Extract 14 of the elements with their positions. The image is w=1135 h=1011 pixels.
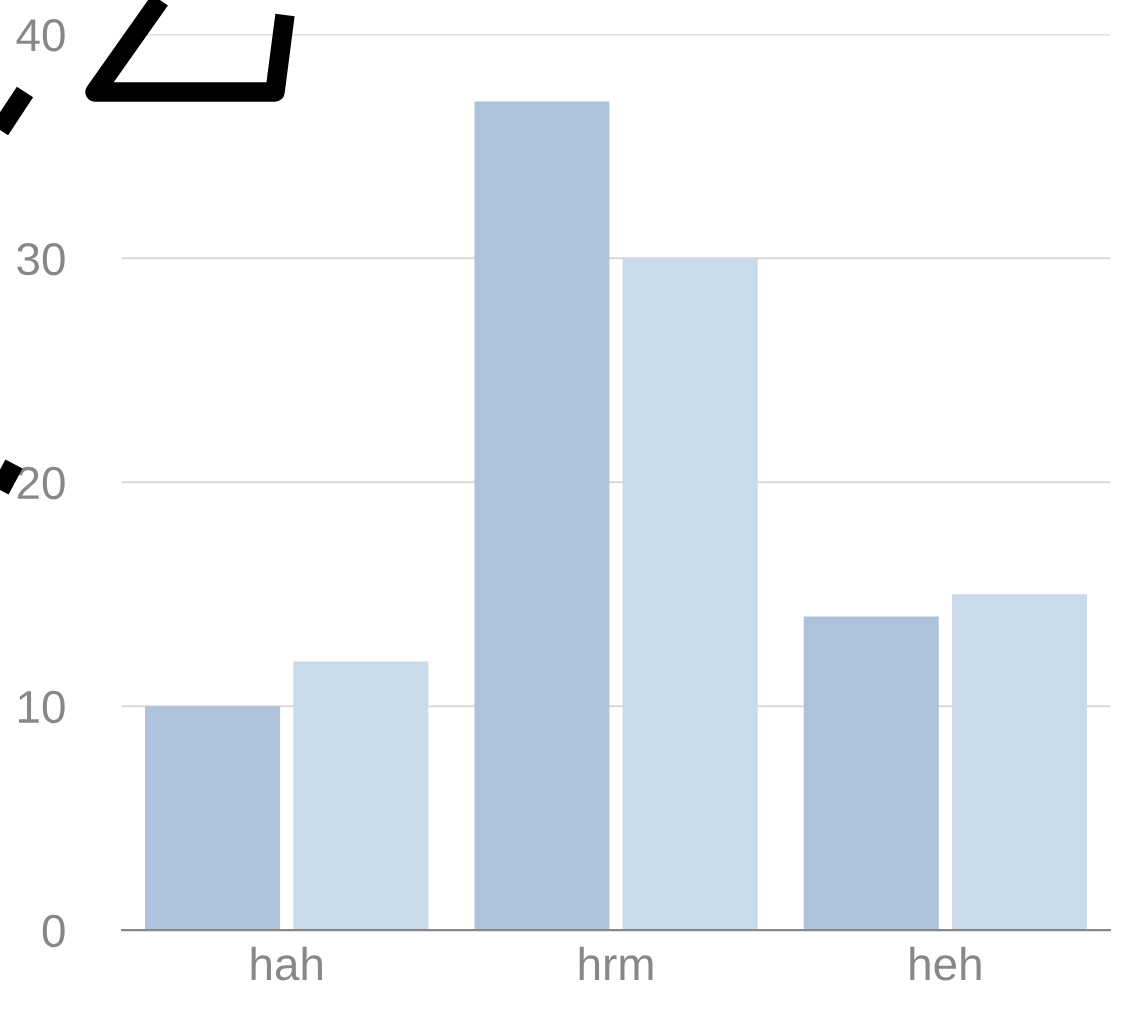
bar xyxy=(803,616,939,931)
bar xyxy=(951,594,1087,931)
x-tick-label: hah xyxy=(251,946,322,981)
y-tick-label: 10 xyxy=(18,690,65,724)
bar xyxy=(622,258,758,931)
bar xyxy=(145,706,281,931)
y-tick-label: 0 xyxy=(42,914,65,948)
x-tick-label: hrm xyxy=(579,946,653,980)
bar xyxy=(474,101,610,931)
y-tick-label: 20 xyxy=(17,466,65,500)
x-tick-label: heh xyxy=(910,946,981,981)
y-tick-label: 30 xyxy=(17,242,65,276)
y-tick-label: 40 xyxy=(16,18,65,52)
bar xyxy=(293,661,429,931)
